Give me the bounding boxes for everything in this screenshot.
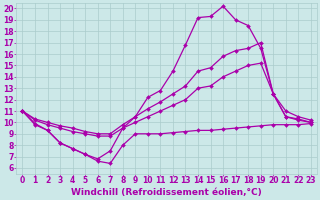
X-axis label: Windchill (Refroidissement éolien,°C): Windchill (Refroidissement éolien,°C) [71, 188, 262, 197]
